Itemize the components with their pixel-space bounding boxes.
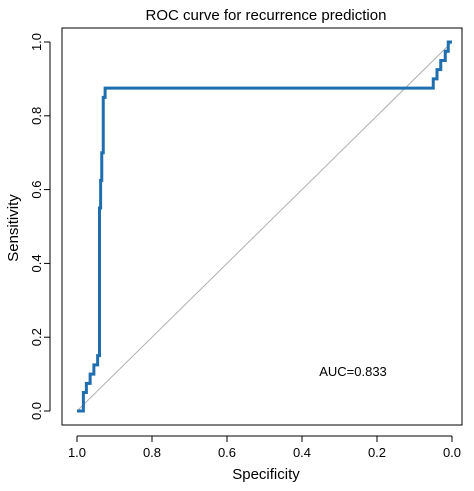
roc-curve [77, 40, 452, 413]
y-tick-label: 0.2 [29, 328, 44, 346]
plot-frame [61, 27, 463, 426]
x-tick-label: 0.4 [293, 445, 311, 460]
y-tick-label: 0.8 [29, 107, 44, 125]
x-tick-label: 1.0 [68, 445, 86, 460]
x-tick-label: 0.0 [443, 445, 461, 460]
reference-diagonal [76, 41, 453, 412]
y-tick-label: 1.0 [29, 33, 44, 51]
plot-area [76, 40, 453, 413]
auc-annotation: AUC=0.833 [319, 364, 387, 379]
y-tick-label: 0.6 [29, 181, 44, 199]
x-axis-label: Specificity [232, 466, 300, 483]
axes: 1.0 0.8 0.6 0.4 0.2 0.0 0.0 0.2 0.4 0.6 0.8 1.0 [29, 27, 463, 460]
y-tick-label: 0.4 [29, 254, 44, 272]
chart-title: ROC curve for recurrence prediction [146, 7, 387, 24]
y-axis-label: Sensitivity [5, 194, 22, 262]
y-tick-label: 0.0 [29, 402, 44, 420]
x-tick-label: 0.8 [143, 445, 161, 460]
x-tick-label: 0.2 [368, 445, 386, 460]
x-tick-label: 0.6 [218, 445, 236, 460]
